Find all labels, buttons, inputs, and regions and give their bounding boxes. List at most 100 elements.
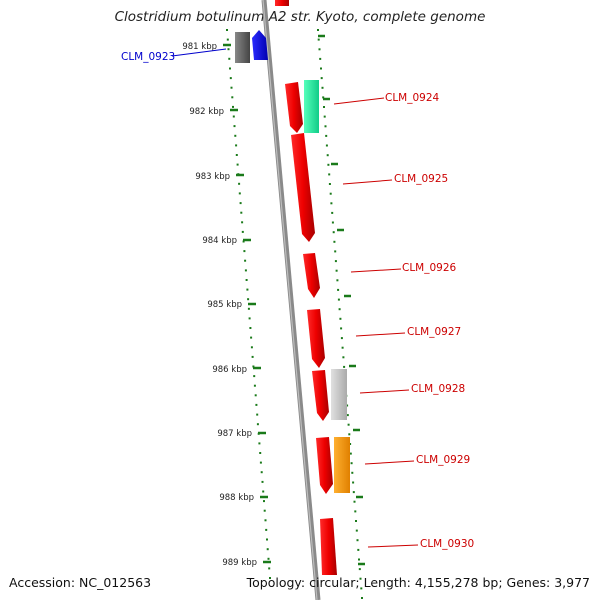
ruler-dot: [352, 491, 355, 494]
ruler-dot: [317, 29, 319, 31]
ruler-dot: [250, 336, 253, 339]
cds-feature-red[interactable]: [285, 82, 303, 133]
ruler-dot: [253, 375, 256, 378]
ruler-dot: [337, 298, 340, 301]
ruler-dot: [248, 317, 251, 320]
ruler-dot: [247, 307, 250, 310]
ruler-dot: [331, 211, 334, 214]
ruler-dot: [258, 442, 261, 445]
genome-summary-text: Topology: circular; Length: 4,155,278 bp…: [246, 575, 590, 590]
ruler-dot: [244, 269, 247, 272]
ruler-dot: [256, 413, 259, 416]
tick-label: 981 kbp: [182, 42, 217, 52]
ruler-dot: [322, 96, 325, 99]
ruler-dot: [236, 163, 239, 166]
ruler-dot: [336, 279, 339, 282]
ruler-dot: [334, 250, 337, 253]
ruler-dot: [243, 250, 246, 253]
ruler-dot: [244, 259, 247, 262]
cds-feature-grey[interactable]: [235, 32, 250, 63]
ruler-dot: [348, 433, 351, 436]
ruler-dot: [325, 134, 328, 137]
ruler-dot: [339, 317, 342, 320]
ruler-dot: [328, 173, 331, 176]
tick-label: 988 kbp: [219, 493, 254, 503]
ruler-dot: [268, 567, 271, 570]
gene-label-clm-0929[interactable]: CLM_0929: [416, 454, 470, 466]
ruler-dot: [255, 403, 258, 406]
ruler-dot: [263, 509, 266, 512]
genome-backbone-highlight: [262, 0, 318, 600]
cds-feature-red[interactable]: [303, 253, 320, 298]
ruler-dots-left: [226, 29, 271, 579]
ruler-dot: [231, 96, 234, 99]
cds-feature-red[interactable]: [291, 133, 315, 242]
cds-feature-lightgrey[interactable]: [331, 369, 347, 420]
tick-label: 982 kbp: [189, 107, 224, 117]
ruler-dot: [325, 144, 328, 147]
ruler-dot: [249, 327, 252, 329]
gene-label-clm-0926[interactable]: CLM_0926: [402, 262, 457, 274]
ruler-dot: [346, 404, 349, 407]
ruler-dot: [353, 500, 356, 503]
cds-feature-red[interactable]: [312, 370, 329, 421]
ruler-dot: [332, 231, 335, 234]
gene-label-clm-0924[interactable]: CLM_0924: [385, 92, 440, 104]
ruler-dot: [226, 29, 228, 31]
ruler-dot: [252, 365, 255, 368]
ruler-dot: [357, 548, 360, 551]
cds-feature-orange[interactable]: [334, 437, 350, 493]
ruler-dot: [340, 327, 343, 330]
ruler-dot: [232, 105, 234, 108]
gene-label-clm-0923[interactable]: CLM_0923: [121, 51, 175, 63]
ruler-dot: [333, 240, 336, 243]
right-tick-marks: [318, 34, 365, 566]
ruler-dot: [259, 461, 262, 464]
tick-label: 986 kbp: [212, 365, 247, 375]
ruler-dot: [319, 57, 322, 60]
cds-feature-red[interactable]: [320, 518, 337, 575]
ruler-dot: [341, 346, 344, 349]
ruler-dot: [253, 384, 256, 387]
cds-feature-blue[interactable]: [252, 30, 268, 60]
ruler-dot: [226, 38, 229, 41]
ruler-dot: [343, 365, 346, 368]
ruler-dot: [358, 558, 360, 561]
ruler-dot: [246, 288, 249, 291]
ruler-dot: [337, 288, 340, 291]
ruler-dot: [266, 538, 268, 541]
ruler-dot: [234, 134, 237, 137]
ruler-dot: [264, 519, 267, 522]
genome-backbone: [261, 0, 321, 600]
ruler-dot: [232, 115, 235, 118]
ruler-dot: [241, 230, 244, 233]
ruler-dot: [338, 308, 341, 311]
ruler-dot: [260, 471, 263, 474]
ruler-dot: [355, 520, 357, 522]
ruler-dot: [334, 260, 337, 263]
gene-label-clm-0927[interactable]: CLM_0927: [407, 326, 461, 338]
ruler-dot: [240, 211, 243, 214]
ruler-dot: [267, 557, 270, 560]
features: [235, 0, 350, 575]
ruler-dot: [346, 414, 349, 417]
ruler-dot: [350, 462, 353, 465]
tick-label: 989 kbp: [222, 558, 257, 568]
ruler-dot: [331, 221, 334, 224]
ruler-dot: [230, 86, 233, 89]
cds-feature-green[interactable]: [304, 80, 319, 133]
gene-label-clm-0930[interactable]: CLM_0930: [420, 538, 474, 550]
gene-label-clm-0928[interactable]: CLM_0928: [411, 383, 465, 395]
cds-feature-partial[interactable]: [275, 0, 289, 6]
ruler-dot: [359, 577, 362, 580]
ruler-dot: [235, 154, 238, 156]
ruler-dot: [318, 48, 321, 51]
cds-feature-red[interactable]: [307, 309, 325, 368]
gene-label-clm-0925[interactable]: CLM_0925: [394, 173, 448, 185]
ruler-dot: [349, 452, 352, 455]
ruler-dot: [324, 125, 327, 128]
cds-feature-red[interactable]: [316, 437, 333, 494]
tick-label: 987 kbp: [217, 429, 252, 439]
ruler-dot: [251, 355, 254, 358]
